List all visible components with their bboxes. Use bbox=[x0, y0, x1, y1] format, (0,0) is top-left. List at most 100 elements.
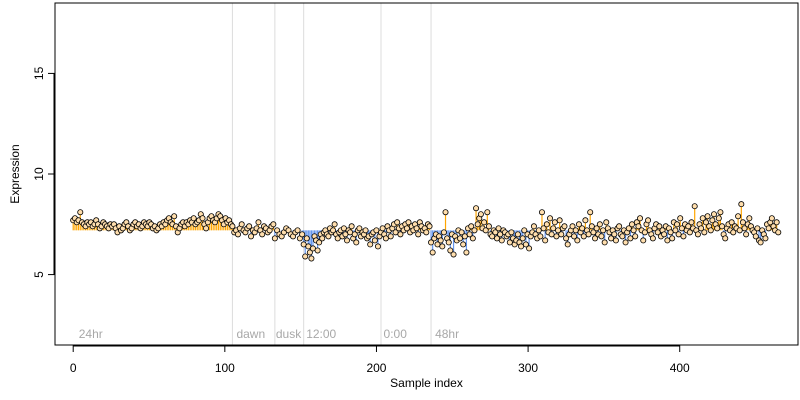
data-point bbox=[553, 233, 560, 240]
data-point bbox=[540, 225, 547, 232]
data-point bbox=[394, 219, 401, 226]
data-point bbox=[325, 233, 332, 240]
y-tick-label: 5 bbox=[32, 271, 46, 278]
data-point bbox=[661, 231, 668, 238]
y-tick-label: 15 bbox=[32, 66, 46, 80]
data-point bbox=[592, 235, 599, 242]
data-point bbox=[762, 235, 769, 242]
data-point bbox=[447, 247, 454, 254]
data-point bbox=[561, 223, 568, 230]
data-point bbox=[248, 233, 255, 240]
y-axis-title: Expression bbox=[8, 144, 22, 203]
data-point bbox=[563, 235, 570, 242]
data-point bbox=[550, 225, 557, 232]
data-point bbox=[397, 231, 404, 238]
data-point bbox=[575, 221, 582, 228]
data-point bbox=[656, 223, 663, 230]
data-point bbox=[717, 209, 724, 216]
data-point bbox=[485, 223, 492, 230]
x-tick-label: 200 bbox=[366, 361, 386, 375]
data-point bbox=[640, 237, 647, 244]
data-point bbox=[382, 235, 389, 242]
data-point bbox=[442, 209, 449, 216]
data-point bbox=[456, 235, 463, 242]
data-point bbox=[701, 229, 708, 236]
data-point bbox=[543, 221, 550, 228]
data-point bbox=[203, 225, 210, 232]
data-point bbox=[736, 227, 743, 234]
data-point bbox=[739, 219, 746, 226]
data-point bbox=[461, 233, 468, 240]
data-point bbox=[641, 229, 648, 236]
data-point bbox=[77, 209, 84, 216]
data-point bbox=[569, 223, 576, 230]
data-point bbox=[675, 231, 682, 238]
data-point bbox=[667, 229, 674, 236]
x-tick-label: 300 bbox=[518, 361, 538, 375]
data-point bbox=[519, 235, 526, 242]
data-point bbox=[426, 223, 433, 230]
data-point bbox=[611, 231, 618, 238]
data-point bbox=[627, 235, 634, 242]
data-point bbox=[709, 217, 716, 224]
data-point bbox=[271, 235, 278, 242]
data-point bbox=[714, 225, 721, 232]
data-point bbox=[190, 215, 197, 222]
data-point bbox=[619, 233, 626, 240]
condition-labels: 24hr dawn dusk 12:00 0:00 48hr bbox=[79, 327, 459, 341]
data-point bbox=[603, 219, 610, 226]
data-point bbox=[768, 215, 775, 222]
condition-label-0: 24hr bbox=[79, 327, 103, 341]
data-point bbox=[587, 209, 594, 216]
data-point bbox=[356, 225, 363, 232]
data-point bbox=[508, 229, 515, 236]
condition-label-5: 48hr bbox=[435, 327, 459, 341]
data-point bbox=[468, 223, 475, 230]
data-point bbox=[637, 215, 644, 222]
data-point bbox=[428, 239, 435, 246]
data-point bbox=[572, 227, 579, 234]
data-point bbox=[686, 229, 693, 236]
data-point bbox=[348, 223, 355, 230]
data-point bbox=[630, 227, 637, 234]
data-point bbox=[403, 225, 410, 232]
data-point bbox=[649, 235, 656, 242]
data-point bbox=[415, 231, 422, 238]
data-point bbox=[351, 231, 358, 238]
data-point bbox=[688, 219, 695, 226]
data-point bbox=[199, 215, 206, 222]
plot-frame bbox=[54, 2, 799, 346]
data-point bbox=[484, 209, 491, 216]
x-axis: 0 100 200 300 400 bbox=[70, 345, 690, 375]
data-point bbox=[362, 227, 369, 234]
data-point bbox=[423, 229, 430, 236]
data-point bbox=[765, 225, 772, 232]
data-point bbox=[522, 241, 529, 248]
data-point bbox=[331, 221, 338, 228]
data-point bbox=[473, 205, 480, 212]
data-point bbox=[463, 249, 470, 256]
data-point bbox=[574, 237, 581, 244]
y-axis: 5 10 15 bbox=[32, 66, 55, 278]
data-point bbox=[445, 239, 452, 246]
data-point bbox=[439, 243, 446, 250]
data-point bbox=[514, 231, 521, 238]
data-point bbox=[440, 229, 447, 236]
data-point bbox=[255, 219, 262, 226]
data-point bbox=[374, 243, 381, 250]
data-point bbox=[757, 239, 764, 246]
data-point bbox=[710, 211, 717, 218]
data-point bbox=[379, 225, 386, 232]
data-point bbox=[645, 217, 652, 224]
data-point bbox=[600, 227, 607, 234]
data-point bbox=[593, 225, 600, 232]
data-point bbox=[469, 235, 476, 242]
data-point bbox=[694, 231, 701, 238]
data-point bbox=[537, 233, 544, 240]
data-point bbox=[405, 219, 412, 226]
data-point bbox=[392, 229, 399, 236]
data-point bbox=[746, 215, 753, 222]
data-point bbox=[471, 227, 478, 234]
data-points bbox=[70, 201, 782, 262]
